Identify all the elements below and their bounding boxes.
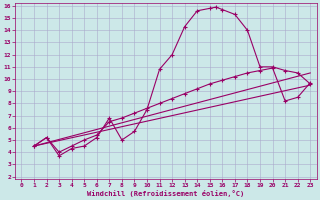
- X-axis label: Windchill (Refroidissement éolien,°C): Windchill (Refroidissement éolien,°C): [87, 190, 244, 197]
